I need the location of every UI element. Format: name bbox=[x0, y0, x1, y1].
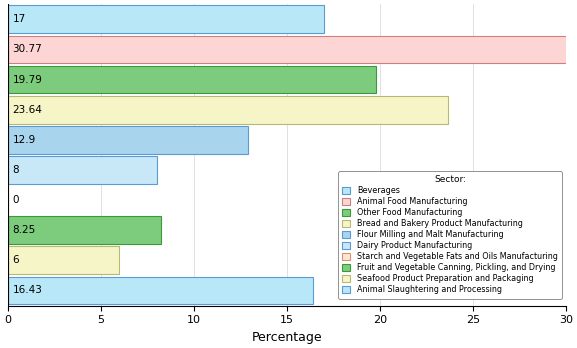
Bar bbox=[8, 5, 324, 33]
Text: 16.43: 16.43 bbox=[12, 285, 42, 295]
Text: 12.9: 12.9 bbox=[12, 135, 36, 145]
Bar bbox=[8, 66, 376, 93]
Bar bbox=[8, 216, 161, 244]
Text: 8.25: 8.25 bbox=[12, 225, 36, 235]
Text: 6: 6 bbox=[12, 255, 19, 265]
Bar bbox=[8, 277, 313, 304]
Text: 17: 17 bbox=[12, 14, 25, 24]
Text: 8: 8 bbox=[12, 165, 19, 175]
Bar bbox=[8, 96, 448, 124]
Text: 30.77: 30.77 bbox=[12, 45, 42, 54]
Text: 23.64: 23.64 bbox=[12, 105, 42, 114]
Bar bbox=[8, 246, 119, 274]
Text: 19.79: 19.79 bbox=[12, 74, 42, 85]
Bar bbox=[8, 35, 577, 63]
Legend: Beverages, Animal Food Manufacturing, Other Food Manufacturing, Bread and Bakery: Beverages, Animal Food Manufacturing, Ot… bbox=[338, 171, 562, 299]
Bar bbox=[8, 156, 156, 184]
Bar bbox=[8, 126, 248, 154]
X-axis label: Percentage: Percentage bbox=[252, 331, 322, 344]
Text: 0: 0 bbox=[12, 195, 19, 205]
